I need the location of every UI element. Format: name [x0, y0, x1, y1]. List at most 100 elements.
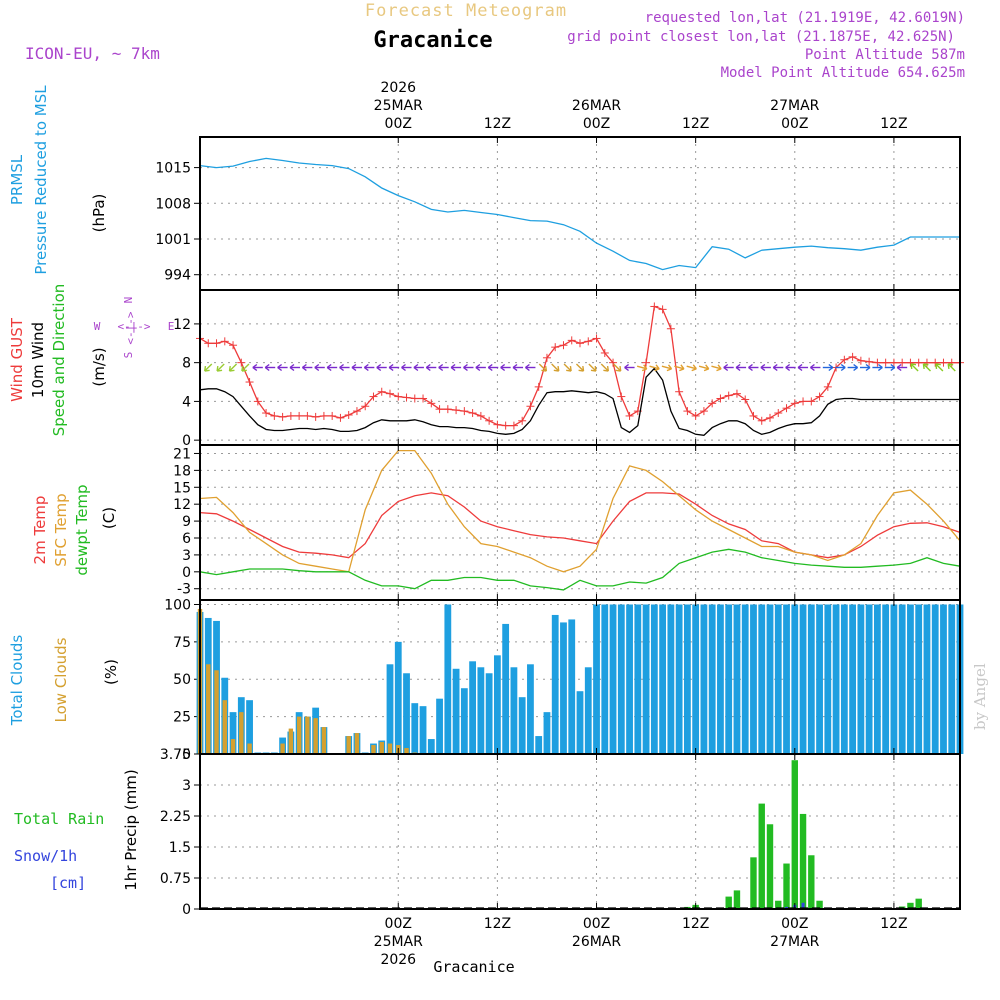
- series-sfc-temp: [199, 449, 961, 573]
- total-cloud-bar: [832, 604, 840, 754]
- total-cloud-bar: [898, 604, 906, 754]
- wind-unit: (m/s): [90, 347, 108, 386]
- gust-marker: [262, 409, 271, 418]
- gust-marker: [766, 413, 774, 422]
- gust-marker: [782, 404, 791, 413]
- gust-marker: [559, 341, 568, 350]
- total-cloud-bar: [675, 604, 683, 754]
- total-cloud-bar: [758, 604, 766, 754]
- wind-arrow: [947, 363, 956, 372]
- total-cloud-bar: [708, 604, 716, 754]
- total-cloud-bar: [229, 712, 237, 754]
- compass-east: E: [168, 320, 175, 333]
- total-cloud-bar: [460, 688, 468, 754]
- gust-marker: [658, 305, 667, 314]
- gust-marker: [229, 341, 238, 350]
- series-10m-wind: [199, 367, 960, 436]
- gust-marker: [204, 339, 213, 348]
- gust-marker: [534, 382, 543, 391]
- gust-marker: [823, 382, 832, 391]
- gust-marker: [609, 358, 618, 367]
- gust-marker: [650, 302, 659, 311]
- total-cloud-bar: [650, 604, 658, 754]
- total-cloud-bar: [617, 604, 625, 754]
- series-2m-temp: [199, 492, 961, 559]
- total-cloud-bar: [576, 691, 584, 754]
- gust-marker: [584, 337, 593, 346]
- total-cloud-bar: [626, 604, 633, 754]
- ytick-label: 21: [173, 446, 191, 462]
- wind-arrow: [264, 363, 276, 372]
- low-cloud-bar: [280, 743, 285, 754]
- rain-bar: [783, 863, 790, 909]
- rain-bar: [791, 760, 798, 909]
- total-cloud-bar: [840, 604, 848, 754]
- wind-arrow: [388, 363, 400, 372]
- wind-arrow: [475, 363, 486, 372]
- requested-coords: requested lon,lat (21.1919E, 42.6019N): [645, 10, 965, 26]
- gust-marker: [443, 405, 452, 414]
- gust-marker: [848, 352, 857, 361]
- gridpoint-coords: grid point closest lon,lat (21.1875E, 42…: [567, 29, 955, 45]
- gust-marker: [889, 358, 898, 367]
- total-cloud-bar: [502, 623, 510, 754]
- time-label: 25MAR: [374, 934, 423, 950]
- wind-arrow: [810, 363, 821, 372]
- total-cloud-bar: [816, 604, 823, 754]
- ytick-label: 18: [173, 463, 191, 479]
- wind-arrow: [674, 364, 685, 372]
- wind-arrow: [748, 363, 759, 372]
- gust-marker: [807, 397, 816, 406]
- panel-clouds: 0 25 50 75 100: [164, 597, 964, 763]
- total-cloud-bar: [923, 604, 931, 754]
- total-cloud-bar: [948, 604, 956, 754]
- gust-marker: [947, 358, 956, 367]
- wind-arrow: [649, 364, 660, 372]
- wind-arrow: [512, 363, 524, 372]
- ytick-label: 4: [182, 394, 191, 410]
- total-cloud-bar: [477, 667, 485, 754]
- total-cloud-bar: [485, 673, 493, 754]
- ytick-label: 1015: [155, 161, 191, 177]
- gust-marker: [625, 411, 634, 420]
- total-cloud-bar: [246, 700, 253, 754]
- wind-arrow: [252, 363, 263, 372]
- gust-marker: [485, 416, 494, 425]
- ytick-label: 9: [182, 514, 191, 530]
- wind-arrow: [376, 363, 387, 372]
- time-label: 00Z: [385, 916, 412, 932]
- legend-total-rain: Total Rain: [14, 810, 104, 828]
- wind-arrow: [588, 363, 597, 372]
- panel-frame: [199, 444, 961, 601]
- total-cloud-bar: [609, 604, 617, 754]
- rain-bar: [733, 890, 741, 909]
- low-cloud-bar: [206, 664, 211, 754]
- wind-arrow: [600, 363, 610, 372]
- gust-marker: [303, 411, 312, 420]
- total-cloud-bar: [469, 661, 477, 754]
- total-cloud-bar: [824, 604, 832, 754]
- gust-marker: [344, 410, 353, 419]
- low-cloud-bar: [354, 733, 360, 754]
- gust-marker: [856, 356, 865, 365]
- total-cloud-bar: [783, 604, 790, 754]
- ytick-label: 0: [182, 902, 191, 918]
- side-labels: PRMSL Pressure Reduced to MSL (hPa) Wind GU…: [8, 85, 120, 726]
- temp-label: SFC Temp: [52, 493, 70, 566]
- ytick-label: 994: [164, 268, 191, 284]
- total-cloud-bar: [394, 641, 402, 754]
- gust-marker: [476, 411, 485, 420]
- wind-arrow: [538, 363, 548, 372]
- ytick-label: 3.75: [160, 747, 191, 763]
- total-cloud-bar: [493, 655, 501, 754]
- total-cloud-bar: [873, 604, 881, 754]
- wind-arrow: [860, 363, 871, 372]
- rain-bar: [816, 900, 823, 909]
- time-label: 00Z: [781, 116, 808, 132]
- total-cloud-bar: [642, 604, 650, 754]
- rain-bar: [907, 902, 914, 909]
- series-prmsl: [199, 157, 960, 271]
- rain-bar: [775, 900, 782, 909]
- time-label: 26MAR: [572, 934, 621, 950]
